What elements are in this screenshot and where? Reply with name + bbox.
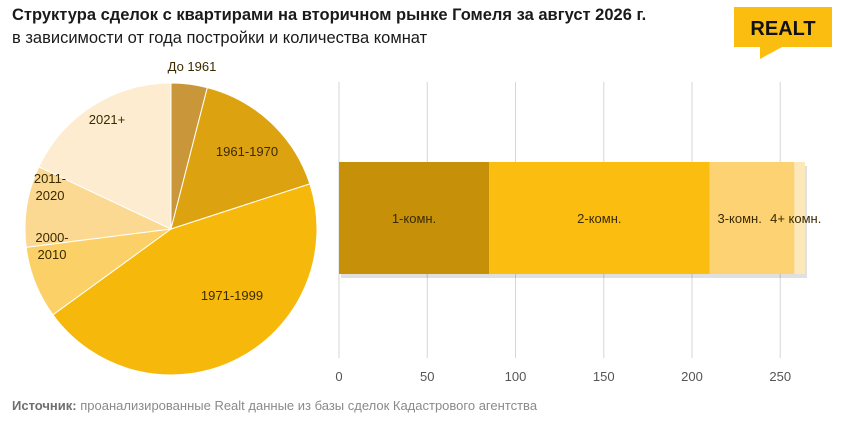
stacked-bar-chart: 0 50 100 150 200 250 1-комн. 2-комн. 3-комн. 4+ к… <box>335 82 821 384</box>
x-tick-label: 150 <box>593 369 615 384</box>
pie-label: 2021+ <box>89 112 126 127</box>
x-tick-label: 100 <box>505 369 527 384</box>
x-tick-label: 0 <box>335 369 342 384</box>
pie-label: 1961-1970 <box>216 144 278 159</box>
source-text: проанализированные Realt данные из базы … <box>76 398 538 413</box>
bar-segment <box>489 162 710 274</box>
logo-background <box>734 7 832 59</box>
bar-segment-label: 2-комн. <box>577 211 621 226</box>
pie-label: 2011-2020 <box>34 171 66 203</box>
bar-segment-label: 3-комн. <box>717 211 761 226</box>
bar-segment <box>339 162 490 274</box>
pie-label: 2000-2010 <box>35 230 68 262</box>
x-tick-label: 250 <box>769 369 791 384</box>
realt-logo: REALT <box>734 7 832 59</box>
bar-segment-label: 1-комн. <box>392 211 436 226</box>
bar-segment <box>709 162 795 274</box>
pie-label: До 1961 <box>168 59 217 74</box>
x-tick-label: 200 <box>681 369 703 384</box>
chart-subtitle: в зависимости от года постройки и количе… <box>12 29 428 47</box>
source-label: Источник: <box>12 398 77 413</box>
logo-text: REALT <box>750 18 815 40</box>
bar-segment <box>794 162 805 274</box>
chart-title: Структура сделок с квартирами на вторичн… <box>12 6 647 24</box>
pie-slice <box>24 166 173 248</box>
x-tick-label: 50 <box>420 369 434 384</box>
pie-chart: До 1961 1961-1970 1971-1999 2000-2010 2011-2… <box>24 59 318 376</box>
bar-segment-label: 4+ комн. <box>770 211 821 226</box>
source-note: Источник: проанализированные Realt данны… <box>12 398 537 413</box>
pie-slice <box>170 86 311 230</box>
pie-slice <box>38 82 172 230</box>
pie-slice <box>52 183 318 376</box>
pie-label: 1971-1999 <box>201 288 263 303</box>
